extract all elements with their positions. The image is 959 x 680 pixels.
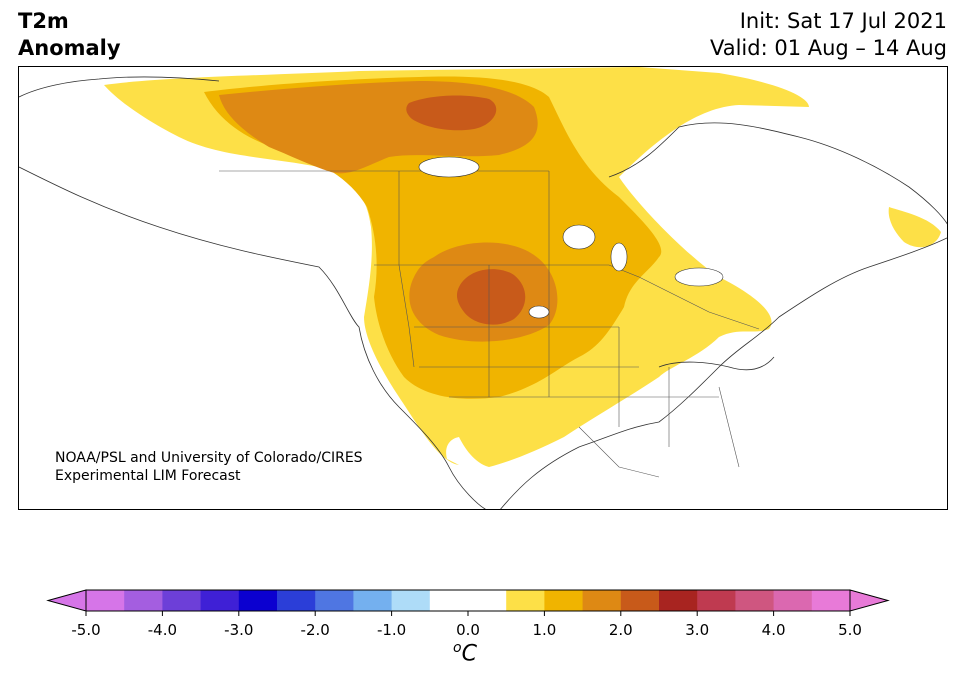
colorbar-tick-label: 4.0 xyxy=(762,621,786,639)
anomaly-region-east-0-5 xyxy=(888,207,941,248)
colorbar-over-arrow xyxy=(849,589,890,612)
anomaly-map xyxy=(18,66,948,510)
colorbar-tick-label: -5.0 xyxy=(71,621,100,639)
colorbar-unit-label: oC xyxy=(453,640,477,666)
colorbar-swatch xyxy=(735,590,775,611)
unit-degree: o xyxy=(453,640,462,656)
colorbar-swatch xyxy=(773,590,813,611)
political-boundaries xyxy=(219,170,760,478)
colorbar-swatch xyxy=(200,590,240,611)
colorbar-swatch xyxy=(238,590,278,611)
colorbar-tick-label: 5.0 xyxy=(838,621,862,639)
colorbar-tick-label: -2.0 xyxy=(301,621,330,639)
colorbar-ticks: -5.0 -4.0 -3.0 -2.0 -1.0 0.0 1.0 2.0 3.0 4.0 5.0 xyxy=(71,611,862,639)
colorbar: -5.0 -4.0 -3.0 -2.0 -1.0 0.0 1.0 2.0 3.0 4.0 5.0 xyxy=(46,589,890,639)
colorbar-swatch xyxy=(353,590,393,611)
colorbar-swatch xyxy=(468,590,507,611)
forecast-dates: Init: Sat 17 Jul 2021 Valid: 01 Aug – 14… xyxy=(710,8,947,62)
map-canvas xyxy=(19,67,947,509)
colorbar-tick-label: 1.0 xyxy=(532,621,556,639)
init-date: Init: Sat 17 Jul 2021 xyxy=(739,9,947,33)
coastlines xyxy=(19,76,947,509)
colorbar-swatch xyxy=(124,590,163,611)
colorbar-swatch xyxy=(659,590,698,611)
colorbar-tick-label: 0.0 xyxy=(456,621,480,639)
colorbar-tick-label: -4.0 xyxy=(148,621,177,639)
title-line-1: T2m xyxy=(18,9,69,33)
map-title: T2m Anomaly xyxy=(18,8,121,62)
colorbar-tick-label: -1.0 xyxy=(377,621,406,639)
colorbar-swatch xyxy=(391,590,431,611)
colorbar-swatch xyxy=(315,590,354,611)
anomaly-region-2-0 xyxy=(456,269,526,325)
colorbar-tick-label: 3.0 xyxy=(685,621,709,639)
colorbar-swatch xyxy=(277,590,316,611)
anomaly-region-2-0-north xyxy=(406,95,497,131)
colorbar-tick-label: -3.0 xyxy=(224,621,253,639)
credit-line-1: NOAA/PSL and University of Colorado/CIRE… xyxy=(55,450,363,466)
unit-base: C xyxy=(461,641,477,667)
credit-line-2: Experimental LIM Forecast xyxy=(55,468,241,484)
colorbar-under-arrow xyxy=(46,589,87,612)
colorbar-swatch xyxy=(544,590,584,611)
colorbar-swatch xyxy=(162,590,202,611)
title-line-2: Anomaly xyxy=(18,36,121,60)
colorbar-swatch xyxy=(429,590,469,611)
colorbar-swatch xyxy=(697,590,736,611)
colorbar-swatch xyxy=(86,590,125,611)
lakes xyxy=(418,156,724,319)
credit-text: NOAA/PSL and University of Colorado/CIRE… xyxy=(55,449,363,485)
colorbar-swatch xyxy=(582,590,622,611)
colorbar-tick-label: 2.0 xyxy=(609,621,633,639)
colorbar-swatch xyxy=(620,590,660,611)
valid-dates: Valid: 01 Aug – 14 Aug xyxy=(709,36,947,60)
colorbar-swatch xyxy=(811,590,851,611)
colorbar-swatches xyxy=(46,589,890,612)
colorbar-swatch xyxy=(506,590,545,611)
